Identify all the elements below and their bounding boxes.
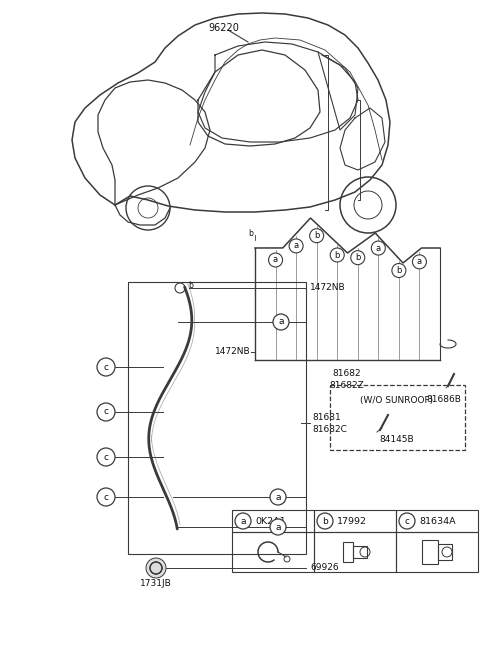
Text: a: a xyxy=(273,255,278,264)
Circle shape xyxy=(97,358,115,376)
Circle shape xyxy=(273,314,289,330)
Text: a: a xyxy=(417,257,422,266)
Text: 81686B: 81686B xyxy=(427,396,461,405)
Text: b: b xyxy=(335,251,340,260)
Text: b: b xyxy=(355,253,360,262)
Circle shape xyxy=(289,239,303,253)
Circle shape xyxy=(372,241,385,255)
Text: a: a xyxy=(240,516,246,525)
Bar xyxy=(438,544,452,560)
Text: 81682C: 81682C xyxy=(312,424,347,434)
Text: 1731JB: 1731JB xyxy=(140,579,172,588)
Text: 84145B: 84145B xyxy=(380,436,414,445)
Text: 81682: 81682 xyxy=(333,369,361,379)
Text: b: b xyxy=(188,281,193,291)
Text: 0K2A1: 0K2A1 xyxy=(255,516,286,525)
Circle shape xyxy=(146,558,166,578)
Text: 1472NB: 1472NB xyxy=(216,348,251,356)
Text: a: a xyxy=(376,243,381,253)
Circle shape xyxy=(392,264,406,277)
Text: c: c xyxy=(104,407,108,417)
Text: b: b xyxy=(248,229,253,238)
Text: (W/O SUNROOF): (W/O SUNROOF) xyxy=(360,396,433,405)
Bar xyxy=(330,385,465,450)
Text: a: a xyxy=(278,318,284,327)
Bar xyxy=(128,282,306,554)
Bar xyxy=(396,510,478,532)
Bar xyxy=(343,542,353,562)
Text: c: c xyxy=(104,363,108,371)
Circle shape xyxy=(97,403,115,421)
Text: 81634A: 81634A xyxy=(419,516,456,525)
Circle shape xyxy=(317,513,333,529)
Text: a: a xyxy=(294,241,299,251)
Circle shape xyxy=(97,448,115,466)
Text: b: b xyxy=(396,266,402,275)
Text: c: c xyxy=(405,516,409,525)
Text: b: b xyxy=(314,231,319,240)
Circle shape xyxy=(268,253,283,267)
Text: c: c xyxy=(104,453,108,462)
Text: 69926: 69926 xyxy=(310,564,338,573)
Bar xyxy=(314,510,396,532)
Bar xyxy=(353,546,367,558)
Text: a: a xyxy=(275,493,281,501)
Text: 1472NB: 1472NB xyxy=(310,283,346,293)
Text: 96220: 96220 xyxy=(208,23,239,33)
Circle shape xyxy=(235,513,251,529)
Circle shape xyxy=(399,513,415,529)
Text: 17992: 17992 xyxy=(337,516,367,525)
Text: b: b xyxy=(322,516,328,525)
Text: c: c xyxy=(104,493,108,501)
Bar xyxy=(232,532,314,572)
Circle shape xyxy=(351,251,365,264)
Text: a: a xyxy=(275,522,281,531)
Text: 81681: 81681 xyxy=(312,413,341,422)
Circle shape xyxy=(310,229,324,243)
Bar xyxy=(232,510,314,532)
Circle shape xyxy=(330,248,344,262)
Circle shape xyxy=(270,489,286,505)
Circle shape xyxy=(270,519,286,535)
Bar xyxy=(396,532,478,572)
Bar xyxy=(314,532,396,572)
Bar xyxy=(422,540,438,564)
Circle shape xyxy=(97,488,115,506)
Text: 81682Z: 81682Z xyxy=(330,380,364,390)
Circle shape xyxy=(412,255,426,269)
